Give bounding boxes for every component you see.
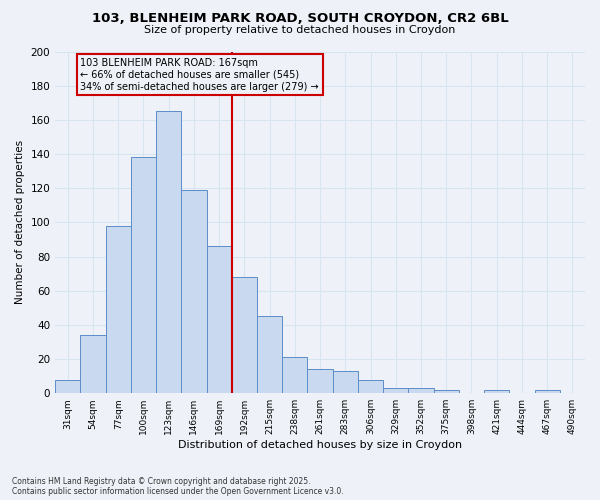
Y-axis label: Number of detached properties: Number of detached properties xyxy=(15,140,25,304)
Text: 103 BLENHEIM PARK ROAD: 167sqm
← 66% of detached houses are smaller (545)
34% of: 103 BLENHEIM PARK ROAD: 167sqm ← 66% of … xyxy=(80,58,319,92)
Bar xyxy=(181,190,206,393)
Text: Size of property relative to detached houses in Croydon: Size of property relative to detached ho… xyxy=(145,25,455,35)
Bar xyxy=(131,158,156,393)
Bar xyxy=(358,380,383,393)
Bar xyxy=(434,390,459,393)
Bar xyxy=(282,358,307,393)
Bar xyxy=(484,390,509,393)
Bar xyxy=(257,316,282,393)
Bar xyxy=(409,388,434,393)
Text: Contains HM Land Registry data © Crown copyright and database right 2025.
Contai: Contains HM Land Registry data © Crown c… xyxy=(12,476,344,496)
Bar xyxy=(307,370,332,393)
X-axis label: Distribution of detached houses by size in Croydon: Distribution of detached houses by size … xyxy=(178,440,462,450)
Bar xyxy=(332,371,358,393)
Bar xyxy=(156,112,181,393)
Bar xyxy=(80,335,106,393)
Bar xyxy=(206,246,232,393)
Bar xyxy=(232,277,257,393)
Bar xyxy=(106,226,131,393)
Bar xyxy=(535,390,560,393)
Bar xyxy=(383,388,409,393)
Text: 103, BLENHEIM PARK ROAD, SOUTH CROYDON, CR2 6BL: 103, BLENHEIM PARK ROAD, SOUTH CROYDON, … xyxy=(92,12,508,26)
Bar xyxy=(55,380,80,393)
